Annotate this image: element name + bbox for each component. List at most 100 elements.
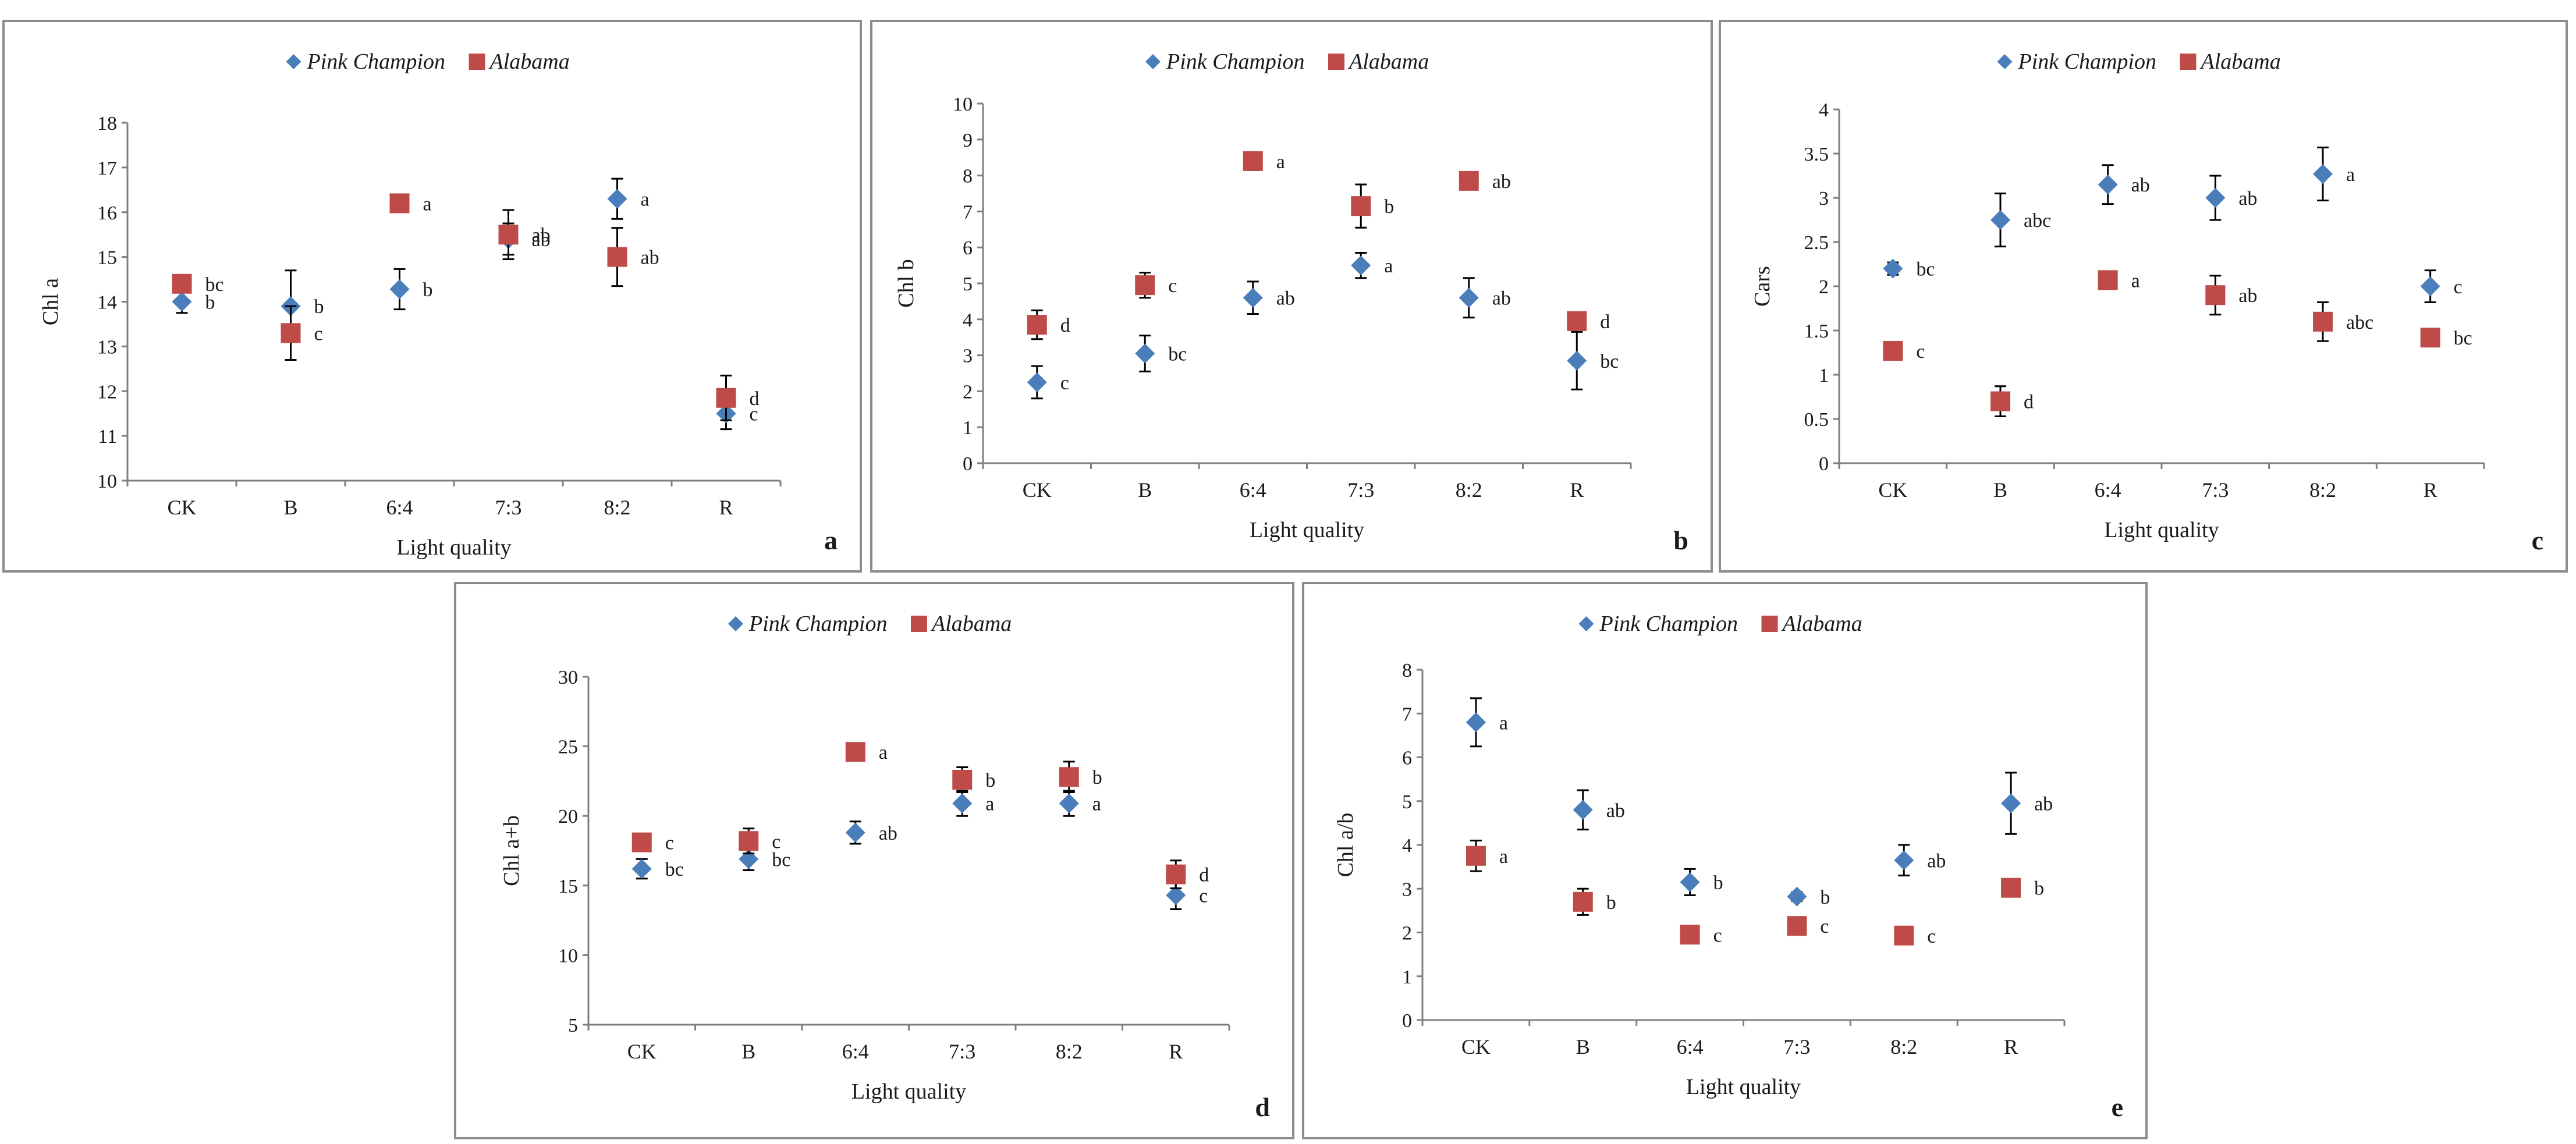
data-point-pink-champion — [1680, 872, 1700, 892]
data-point-pink-champion — [1894, 850, 1914, 871]
x-tick-label: CK — [1878, 478, 1907, 502]
significance-letter-alabama: c — [665, 833, 674, 854]
legend-marker-alabama-icon — [1328, 54, 1344, 70]
significance-letter-pink-champion: bc — [1916, 259, 1935, 280]
x-tick-label: CK — [167, 496, 196, 519]
data-point-pink-champion — [2098, 175, 2118, 195]
significance-letter-pink-champion: b — [423, 279, 433, 301]
data-point-alabama — [2001, 877, 2021, 898]
significance-letter-pink-champion: c — [2454, 276, 2463, 298]
y-tick-label: 10 — [558, 945, 578, 967]
data-point-pink-champion — [2420, 276, 2440, 296]
data-point-alabama — [1243, 151, 1263, 171]
legend-label-pink-champion: Pink Champion — [1166, 49, 1304, 74]
significance-letter-pink-champion: a — [1499, 712, 1508, 734]
significance-letter-pink-champion: c — [1060, 372, 1069, 394]
x-axis-title: Light quality — [1686, 1075, 1801, 1099]
y-tick-label: 7 — [1402, 704, 1412, 725]
data-point-pink-champion — [1787, 886, 1807, 907]
data-point-alabama — [1680, 925, 1700, 945]
x-axis-title: Light quality — [1250, 518, 1364, 542]
significance-letter-alabama: bc — [2454, 328, 2472, 349]
significance-letter-pink-champion: ab — [1492, 288, 1511, 310]
data-point-pink-champion — [952, 793, 973, 813]
x-axis-title: Light quality — [851, 1079, 966, 1104]
y-tick-label: 6 — [963, 237, 973, 259]
y-axis-title: Chl a — [38, 278, 63, 325]
legend-marker-alabama-icon — [911, 616, 927, 632]
significance-letter-pink-champion: bc — [665, 859, 684, 880]
x-tick-label: R — [2004, 1035, 2018, 1058]
significance-letter-alabama: c — [772, 831, 780, 852]
significance-letter-pink-champion: ab — [1606, 800, 1625, 822]
data-point-pink-champion — [1166, 885, 1186, 905]
data-point-alabama — [607, 247, 627, 267]
panel-letter: c — [2532, 525, 2543, 555]
y-tick-label: 17 — [97, 158, 117, 179]
x-tick-label: 8:2 — [604, 496, 630, 519]
data-point-pink-champion — [2001, 793, 2021, 813]
y-tick-label: 5 — [963, 273, 973, 295]
significance-letter-alabama: a — [879, 742, 888, 763]
significance-letter-pink-champion: b — [1713, 872, 1723, 894]
y-tick-label: 2 — [1819, 276, 1829, 298]
data-point-alabama — [1573, 891, 1593, 912]
x-tick-label: 6:4 — [386, 496, 413, 519]
legend-marker-alabama-icon — [1761, 616, 1778, 632]
significance-letter-alabama: d — [2024, 392, 2034, 413]
data-point-alabama — [2313, 311, 2333, 332]
data-point-pink-champion — [1243, 287, 1263, 308]
significance-letter-alabama: ab — [1492, 171, 1511, 193]
chart-e-svg: Pink Champion Alabama 0 1 2 3 4 5 6 7 8 CK B 6:4 7:3 8:… — [1333, 612, 2123, 1122]
chart-c-svg: Pink Champion Alabama 0 0.5 1 1.5 2 2.5 3 3.5 4 CK B… — [1750, 49, 2543, 555]
data-point-alabama — [1135, 275, 1155, 296]
significance-letter-pink-champion: b — [314, 296, 324, 318]
chart-a-svg: Pink Champion Alabama 10 11 12 13 14 15 16 17 18 CK… — [38, 49, 838, 560]
legend-marker-alabama-icon — [2180, 54, 2197, 70]
chart-panel-e: Pink Champion Alabama 0 1 2 3 4 5 6 7 8 CK B 6:4 7:3 8:… — [1302, 582, 2148, 1139]
legend-marker-pink-champion-icon — [1145, 54, 1161, 69]
y-tick-label: 1 — [1402, 967, 1412, 988]
x-axis-title: Light quality — [396, 535, 511, 560]
data-point-pink-champion — [845, 822, 865, 843]
x-tick-label: 8:2 — [2309, 478, 2336, 502]
x-axis-title: Light quality — [2104, 518, 2219, 542]
x-tick-label: R — [2424, 478, 2437, 502]
y-tick-label: 0 — [1402, 1010, 1412, 1032]
chart-panel-c: Pink Champion Alabama 0 0.5 1 1.5 2 2.5 3 3.5 4 CK B… — [1719, 20, 2568, 573]
y-tick-label: 4 — [1819, 100, 1829, 121]
y-tick-label: 11 — [98, 426, 117, 447]
x-tick-label: B — [1576, 1035, 1590, 1058]
x-tick-label: 7:3 — [1347, 478, 1374, 502]
x-tick-label: R — [1570, 478, 1584, 502]
chart-panel-a: Pink Champion Alabama 10 11 12 13 14 15 16 17 18 CK… — [2, 20, 862, 573]
data-point-pink-champion — [1459, 287, 1479, 308]
y-tick-label: 1.5 — [1804, 321, 1829, 342]
data-point-alabama — [172, 273, 192, 294]
data-point-pink-champion — [631, 859, 652, 879]
significance-letter-alabama: c — [1927, 926, 1936, 947]
y-tick-label: 25 — [558, 737, 578, 758]
y-tick-label: 0.5 — [1804, 409, 1829, 431]
x-tick-label: CK — [627, 1040, 657, 1063]
x-tick-label: R — [1169, 1040, 1183, 1063]
y-axis-title: Cars — [1750, 266, 1775, 307]
panel-letter: a — [824, 525, 838, 555]
significance-letter-pink-champion: ab — [2238, 188, 2257, 209]
data-point-pink-champion — [2205, 188, 2226, 208]
legend-marker-pink-champion-icon — [1578, 616, 1594, 631]
y-tick-label: 15 — [97, 247, 117, 269]
significance-letter-pink-champion: ab — [1276, 288, 1295, 310]
panel-letter: b — [1673, 525, 1688, 555]
data-point-alabama — [1459, 170, 1479, 191]
y-tick-label: 8 — [963, 166, 973, 187]
significance-letter-pink-champion: ab — [2034, 794, 2053, 815]
data-point-alabama — [2205, 285, 2226, 305]
chart-b-svg: Pink Champion Alabama 0 1 2 3 4 5 6 7 8 9 10 CK B 6:4 7:… — [894, 49, 1688, 555]
significance-letter-alabama: b — [985, 770, 995, 791]
y-tick-label: 0 — [963, 453, 973, 475]
significance-letter-alabama: d — [750, 388, 760, 410]
data-point-pink-champion — [1135, 343, 1155, 364]
data-point-alabama — [389, 193, 410, 214]
y-tick-label: 4 — [1402, 835, 1412, 857]
